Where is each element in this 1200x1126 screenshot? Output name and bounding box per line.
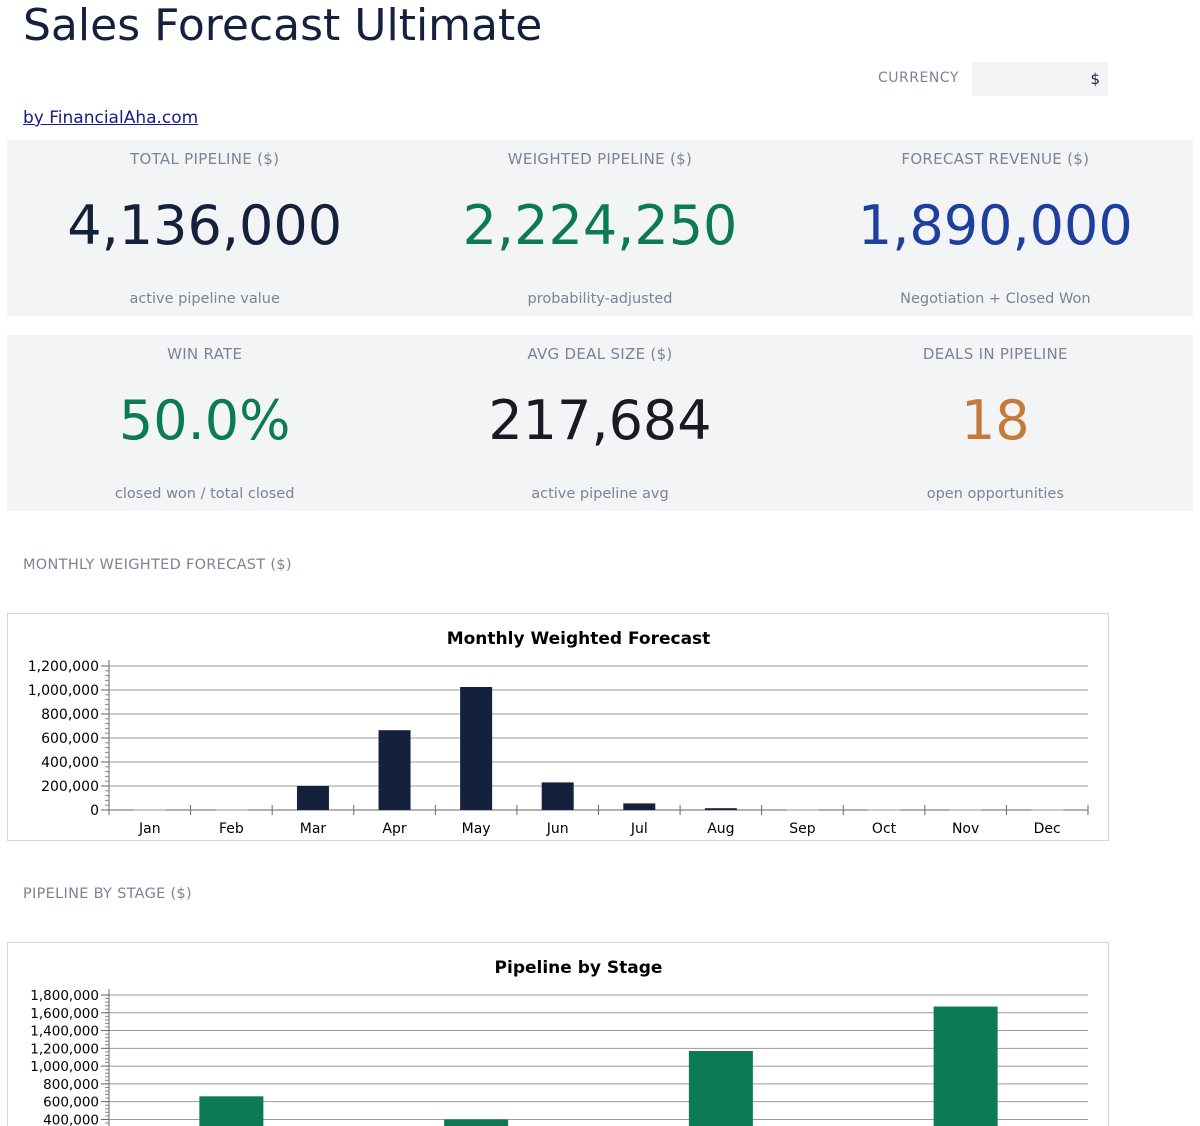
y-tick-label: 800,000 <box>41 707 99 723</box>
kpi-value: 4,136,000 <box>67 194 343 257</box>
monthly-forecast-chart: Monthly Weighted Forecast 0 200,000 400,000… <box>7 613 1109 841</box>
kpi-weighted-pipeline: WEIGHTED PIPELINE ($) 2,224,250 probabil… <box>402 140 797 316</box>
kpi-subtext: probability-adjusted <box>527 291 673 307</box>
x-tick-label: Aug <box>707 821 734 837</box>
y-tick-label: 1,400,000 <box>30 1024 99 1040</box>
kpi-value: 2,224,250 <box>462 194 738 257</box>
kpi-total-pipeline: TOTAL PIPELINE ($) 4,136,000 active pipe… <box>7 140 402 316</box>
kpi-win-rate: WIN RATE 50.0% closed won / total closed <box>7 335 402 511</box>
bar-stage-4 <box>933 1006 998 1126</box>
y-tick-label: 0 <box>90 803 99 819</box>
y-tick-label: 800,000 <box>43 1077 99 1093</box>
x-tick-label: Feb <box>219 821 244 837</box>
bar-jul <box>623 803 656 810</box>
byline-link[interactable]: by FinancialAha.com <box>23 108 199 128</box>
y-tick-label: 600,000 <box>43 1095 99 1111</box>
bar-stage-1 <box>199 1096 264 1126</box>
x-tick-label: Jun <box>546 821 569 837</box>
kpi-subtext: Negotiation + Closed Won <box>900 291 1091 307</box>
chart-title: Pipeline by Stage <box>495 958 663 978</box>
kpi-forecast-revenue: FORECAST REVENUE ($) 1,890,000 Negotiati… <box>798 140 1193 316</box>
x-tick-label: Sep <box>789 821 816 837</box>
kpi-subtext: closed won / total closed <box>114 486 295 502</box>
kpi-label: WIN RATE <box>167 345 243 363</box>
x-tick-label: Jul <box>630 821 648 837</box>
currency-input[interactable] <box>972 62 1108 96</box>
y-tick-label: 400,000 <box>41 755 99 771</box>
kpi-value: 18 <box>960 389 1030 452</box>
y-tick-label: 200,000 <box>41 779 99 795</box>
kpi-value: 1,890,000 <box>857 194 1133 257</box>
kpi-label: DEALS IN PIPELINE <box>922 345 1068 363</box>
y-tick-label: 600,000 <box>41 731 99 747</box>
y-tick-label: 1,000,000 <box>30 1059 99 1075</box>
kpi-value: 217,684 <box>488 389 712 452</box>
kpi-value: 50.0% <box>118 389 291 452</box>
bar-apr <box>378 730 411 810</box>
pipeline-by-stage-chart: Pipeline by Stage 400,000 600,000 800,000 1,… <box>7 942 1109 1126</box>
y-tick-label: 1,800,000 <box>30 988 99 1004</box>
x-tick-label: Mar <box>300 821 327 837</box>
x-tick-label: May <box>462 821 491 837</box>
x-tick-label: Apr <box>382 821 406 837</box>
y-tick-label: 400,000 <box>43 1112 99 1126</box>
kpi-label: WEIGHTED PIPELINE ($) <box>507 150 693 168</box>
kpi-row-1: TOTAL PIPELINE ($) 4,136,000 active pipe… <box>7 140 1193 316</box>
kpi-subtext: open opportunities <box>926 486 1064 502</box>
kpi-deals-in-pipeline: DEALS IN PIPELINE 18 open opportunities <box>798 335 1193 511</box>
bar-stage-3 <box>688 1051 753 1126</box>
kpi-label: AVG DEAL SIZE ($) <box>527 345 673 363</box>
monthly-forecast-svg: Monthly Weighted Forecast 0 200,000 400,000… <box>28 629 1089 837</box>
bar-jun <box>541 782 574 810</box>
page-title: Sales Forecast Ultimate <box>23 0 543 51</box>
y-tick-label: 1,200,000 <box>30 1041 99 1057</box>
x-tick-label: Jan <box>138 821 161 837</box>
currency-label: CURRENCY <box>878 70 959 86</box>
y-tick-label: 1,000,000 <box>28 683 99 699</box>
section-title-monthly: MONTHLY WEIGHTED FORECAST ($) <box>23 557 292 573</box>
y-tick-label: 1,200,000 <box>28 659 99 675</box>
kpi-label: TOTAL PIPELINE ($) <box>130 150 280 168</box>
x-tick-label: Oct <box>872 821 897 837</box>
bar-mar <box>296 786 329 810</box>
y-tick-label: 1,600,000 <box>30 1006 99 1022</box>
kpi-subtext: active pipeline avg <box>531 486 669 502</box>
x-tick-label: Nov <box>952 821 979 837</box>
x-tick-label: Dec <box>1034 821 1061 837</box>
section-title-stage: PIPELINE BY STAGE ($) <box>23 886 192 902</box>
kpi-avg-deal-size: AVG DEAL SIZE ($) 217,684 active pipelin… <box>402 335 797 511</box>
bar-may <box>460 687 493 810</box>
bar-stage-2 <box>444 1119 509 1126</box>
kpi-label: FORECAST REVENUE ($) <box>901 150 1090 168</box>
chart-title: Monthly Weighted Forecast <box>447 629 711 649</box>
kpi-subtext: active pipeline value <box>129 291 280 307</box>
bar-aug <box>704 808 737 810</box>
kpi-row-2: WIN RATE 50.0% closed won / total closed… <box>7 335 1193 511</box>
